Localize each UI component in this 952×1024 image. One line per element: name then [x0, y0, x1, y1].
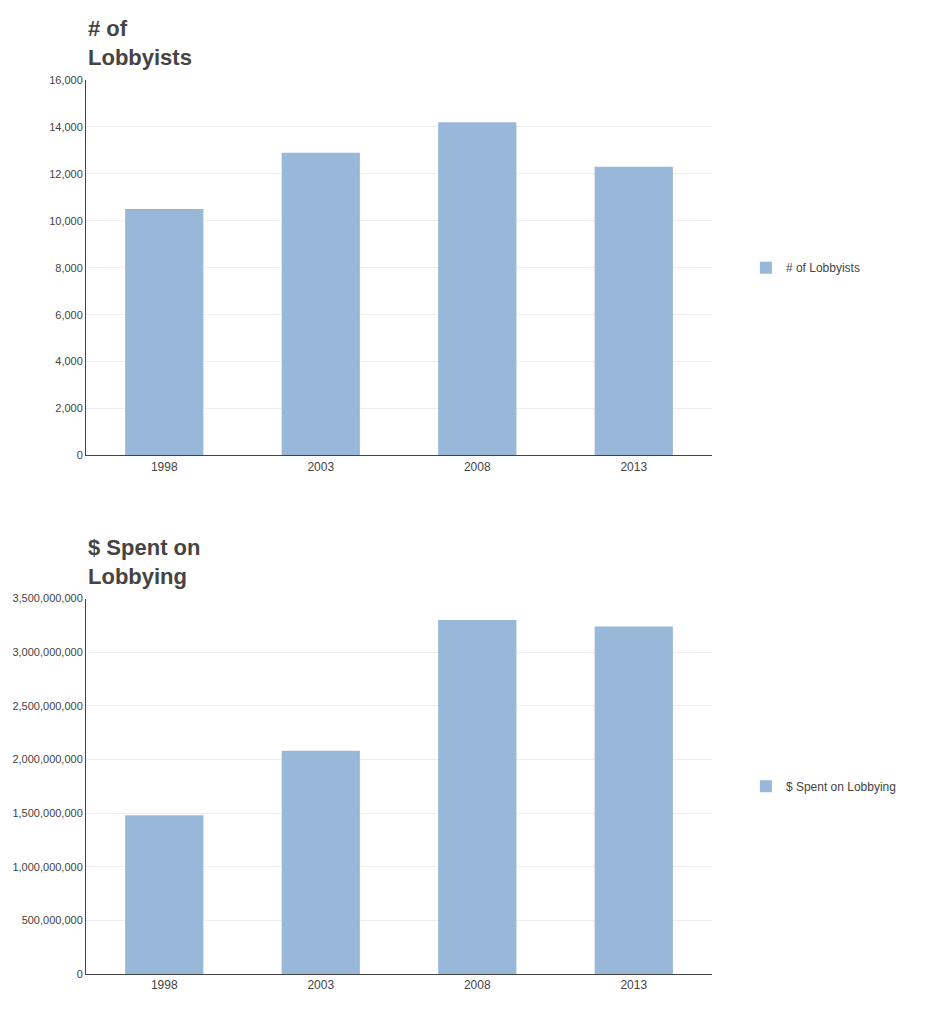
svg-text:3,500,000,000: 3,500,000,000: [12, 592, 82, 604]
svg-text:2013: 2013: [620, 978, 647, 992]
svg-text:2003: 2003: [307, 978, 334, 992]
svg-text:10,000: 10,000: [49, 215, 83, 227]
svg-text:6,000: 6,000: [55, 309, 83, 321]
svg-text:3,000,000,000: 3,000,000,000: [12, 646, 82, 658]
svg-text:0: 0: [77, 968, 83, 980]
svg-text:12,000: 12,000: [49, 168, 83, 180]
svg-text:2003: 2003: [307, 460, 334, 474]
svg-text:2008: 2008: [464, 460, 491, 474]
svg-text:1998: 1998: [151, 978, 178, 992]
svg-text:2013: 2013: [620, 460, 647, 474]
svg-text:2,500,000,000: 2,500,000,000: [12, 700, 82, 712]
svg-text:# of Lobbyists: # of Lobbyists: [786, 261, 860, 275]
svg-text:8,000: 8,000: [55, 262, 83, 274]
svg-text:14,000: 14,000: [49, 121, 83, 133]
svg-text:1,500,000,000: 1,500,000,000: [12, 807, 82, 819]
svg-text:1,000,000,000: 1,000,000,000: [12, 861, 82, 873]
svg-text:$ Spent onLobbying: $ Spent onLobbying: [88, 535, 200, 589]
svg-text:16,000: 16,000: [49, 74, 83, 86]
svg-text:1998: 1998: [151, 460, 178, 474]
svg-text:$ Spent on Lobbying: $ Spent on Lobbying: [786, 780, 896, 794]
svg-text:500,000,000: 500,000,000: [22, 914, 83, 926]
svg-text:# ofLobbyists: # ofLobbyists: [88, 16, 192, 70]
svg-text:2,000: 2,000: [55, 402, 83, 414]
svg-text:2,000,000,000: 2,000,000,000: [12, 753, 82, 765]
svg-text:0: 0: [77, 449, 83, 461]
svg-text:2008: 2008: [464, 978, 491, 992]
svg-text:4,000: 4,000: [55, 355, 83, 367]
